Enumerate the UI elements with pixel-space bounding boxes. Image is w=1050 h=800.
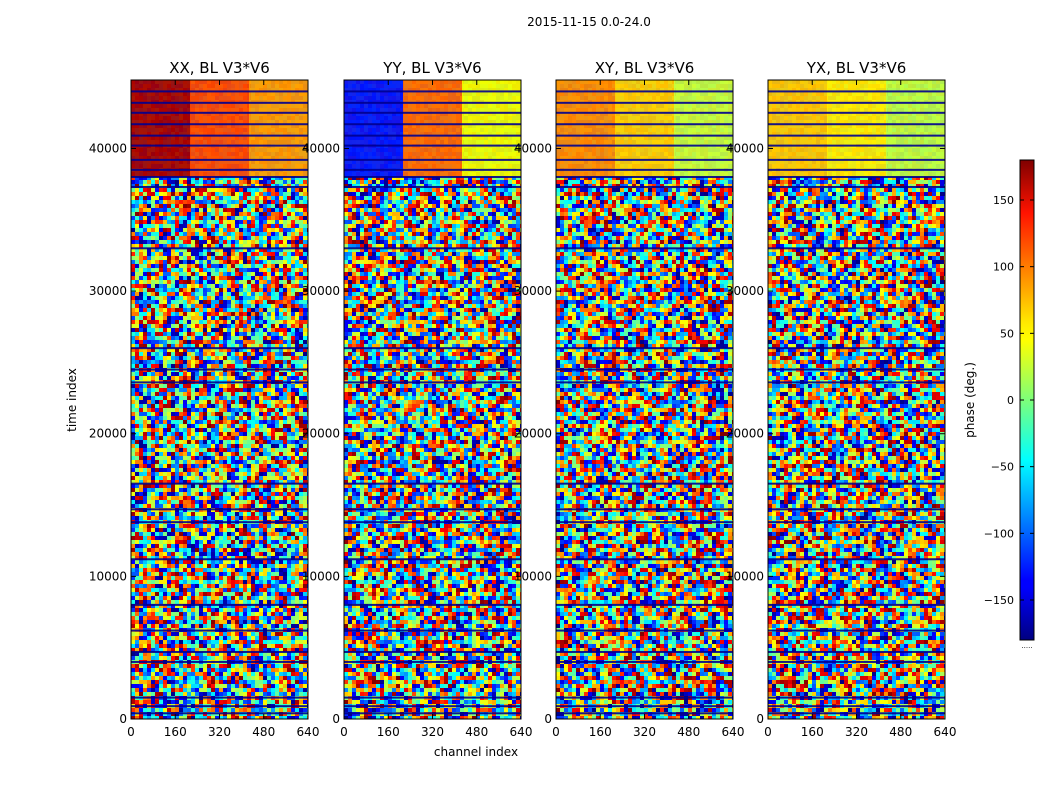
colorbar-tick-label: −150 bbox=[984, 594, 1014, 607]
panel-title: XY, BL V3*V6 bbox=[595, 59, 695, 77]
y-axis-label: time index bbox=[65, 368, 79, 432]
y-tick-label: 40000 bbox=[89, 141, 127, 155]
x-tick-label: 480 bbox=[252, 725, 275, 739]
y-tick-label: 40000 bbox=[302, 141, 340, 155]
y-tick-label: 40000 bbox=[514, 141, 552, 155]
phase-image bbox=[556, 80, 733, 719]
panel-title: YX, BL V3*V6 bbox=[806, 59, 907, 77]
x-tick-label: 640 bbox=[297, 725, 320, 739]
x-tick-label: 320 bbox=[208, 725, 231, 739]
x-tick-label: 0 bbox=[552, 725, 560, 739]
y-tick-label: 30000 bbox=[302, 284, 340, 298]
x-tick-label: 640 bbox=[510, 725, 533, 739]
y-tick-label: 10000 bbox=[89, 569, 127, 583]
colorbar-tick-label: 50 bbox=[1000, 327, 1014, 340]
y-tick-label: 0 bbox=[756, 712, 764, 726]
x-tick-label: 640 bbox=[934, 725, 957, 739]
y-tick-label: 20000 bbox=[89, 427, 127, 441]
x-tick-label: 0 bbox=[764, 725, 772, 739]
x-tick-label: 640 bbox=[722, 725, 745, 739]
y-tick-label: 30000 bbox=[514, 284, 552, 298]
x-tick-label: 0 bbox=[127, 725, 135, 739]
phase-image bbox=[131, 80, 308, 719]
x-tick-label: 160 bbox=[589, 725, 612, 739]
panel-0: XX, BL V3*V6 0 160 320 480 640 0 10000 20000 3000… bbox=[89, 59, 320, 739]
colorbar-label: phase (deg.) bbox=[963, 362, 977, 438]
x-tick-label: 320 bbox=[845, 725, 868, 739]
x-tick-label: 160 bbox=[377, 725, 400, 739]
panel-2: XY, BL V3*V6 0 160 320 480 640 0 10000 20000 3000… bbox=[514, 59, 745, 739]
y-tick-label: 30000 bbox=[726, 284, 764, 298]
x-tick-label: 160 bbox=[164, 725, 187, 739]
panel-title: XX, BL V3*V6 bbox=[169, 59, 270, 77]
phase-image bbox=[344, 80, 521, 719]
y-tick-label: 30000 bbox=[89, 284, 127, 298]
y-tick-label: 10000 bbox=[514, 569, 552, 583]
panel-3: YX, BL V3*V6 0 160 320 480 640 0 10000 20000 3000… bbox=[726, 59, 957, 739]
y-tick-label: 20000 bbox=[302, 427, 340, 441]
colorbar-tick-label: −100 bbox=[984, 527, 1014, 540]
x-tick-label: 160 bbox=[801, 725, 824, 739]
x-tick-label: 0 bbox=[340, 725, 348, 739]
colorbar-tick-label: 100 bbox=[993, 261, 1014, 274]
x-tick-label: 480 bbox=[677, 725, 700, 739]
colorbar-tick-label: 150 bbox=[993, 194, 1014, 207]
y-tick-label: 0 bbox=[544, 712, 552, 726]
y-tick-label: 10000 bbox=[726, 569, 764, 583]
x-axis-label: channel index bbox=[434, 745, 518, 759]
panel-title: YY, BL V3*V6 bbox=[382, 59, 481, 77]
y-tick-label: 40000 bbox=[726, 141, 764, 155]
panel-1: YY, BL V3*V6 0 160 320 480 640 0 10000 20000 3000… bbox=[302, 59, 533, 739]
y-tick-label: 20000 bbox=[514, 427, 552, 441]
y-tick-label: 10000 bbox=[302, 569, 340, 583]
x-tick-label: 480 bbox=[465, 725, 488, 739]
colorbar-ticks: −150 −100 −50 0 50 100 150 bbox=[984, 194, 1034, 607]
x-tick-label: 320 bbox=[633, 725, 656, 739]
y-tick-label: 20000 bbox=[726, 427, 764, 441]
phase-image bbox=[768, 80, 945, 719]
figure-suptitle: 2015-11-15 0.0-24.0 bbox=[527, 15, 651, 29]
colorbar-footer: ..... bbox=[1021, 642, 1032, 650]
colorbar: −150 −100 −50 0 50 100 150 phase (deg.) ..... bbox=[963, 159, 1035, 650]
x-tick-label: 480 bbox=[889, 725, 912, 739]
panels: XX, BL V3*V6 0 160 320 480 640 0 10000 20000 3000… bbox=[89, 59, 957, 739]
colorbar-tick-label: −50 bbox=[991, 461, 1014, 474]
y-tick-label: 0 bbox=[332, 712, 340, 726]
x-tick-label: 320 bbox=[421, 725, 444, 739]
colorbar-tick-label: 0 bbox=[1007, 394, 1014, 407]
y-tick-label: 0 bbox=[119, 712, 127, 726]
